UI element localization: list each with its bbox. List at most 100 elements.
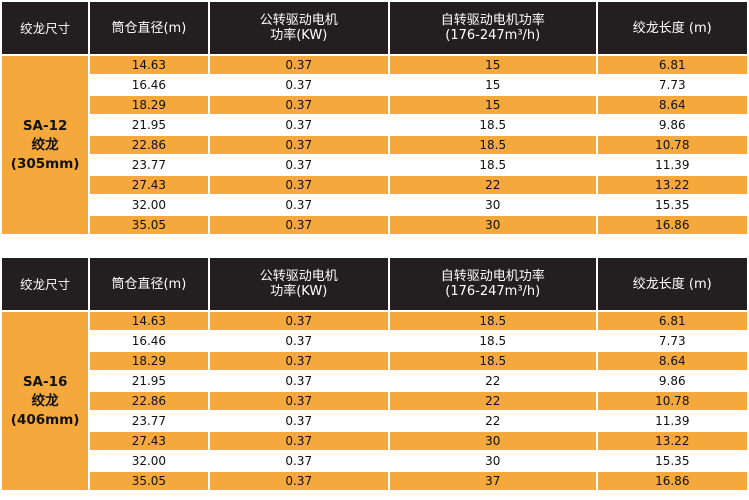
cell-diameter: 27.43 xyxy=(90,432,208,450)
table-row: 16.46 0.37 18.5 7.73 xyxy=(2,332,747,350)
cell-rev-power: 0.37 xyxy=(209,472,388,490)
cell-rot-power: 18.5 xyxy=(390,116,596,134)
cell-diameter: 35.05 xyxy=(90,216,208,234)
cell-length: 16.86 xyxy=(597,472,747,490)
table-header-row: 绞龙尺寸 筒仓直径(m) 公转驱动电机 功率(KW) 自转驱动电机功率 (176-2… xyxy=(2,2,747,54)
header-size: 绞龙尺寸 xyxy=(2,258,89,310)
cell-length: 9.86 xyxy=(597,372,747,390)
model-cell: SA-12 绞龙 (305mm) xyxy=(2,56,89,234)
header-rot-motor: 自转驱动电机功率 (176-247m³/h) xyxy=(390,2,596,54)
cell-rev-power: 0.37 xyxy=(209,452,388,470)
cell-diameter: 22.86 xyxy=(90,392,208,410)
header-rot-motor: 自转驱动电机功率 (176-247m³/h) xyxy=(390,258,596,310)
cell-rot-power: 15 xyxy=(390,76,596,94)
cell-diameter: 35.05 xyxy=(90,472,208,490)
table-row: 27.43 0.37 22 13.22 xyxy=(2,176,747,194)
table-row: 16.46 0.37 15 7.73 xyxy=(2,76,747,94)
cell-diameter: 14.63 xyxy=(90,312,208,330)
cell-rev-power: 0.37 xyxy=(209,392,388,410)
cell-length: 11.39 xyxy=(597,156,747,174)
cell-rot-power: 30 xyxy=(390,452,596,470)
table-row: 18.29 0.37 18.5 8.64 xyxy=(2,352,747,370)
table-row: 21.95 0.37 22 9.86 xyxy=(2,372,747,390)
cell-rot-power: 18.5 xyxy=(390,352,596,370)
spec-table: 绞龙尺寸 筒仓直径(m) 公转驱动电机 功率(KW) 自转驱动电机功率 (176-2… xyxy=(0,256,749,492)
cell-length: 15.35 xyxy=(597,196,747,214)
cell-length: 6.81 xyxy=(597,56,747,74)
cell-rev-power: 0.37 xyxy=(209,312,388,330)
cell-length: 13.22 xyxy=(597,176,747,194)
cell-diameter: 18.29 xyxy=(90,352,208,370)
cell-rev-power: 0.37 xyxy=(209,332,388,350)
cell-length: 10.78 xyxy=(597,392,747,410)
table-row: 22.86 0.37 22 10.78 xyxy=(2,392,747,410)
cell-rot-power: 18.5 xyxy=(390,136,596,154)
header-rev-motor-line1: 公转驱动电机 xyxy=(259,269,338,284)
cell-length: 7.73 xyxy=(597,76,747,94)
table-row: 18.29 0.37 15 8.64 xyxy=(2,96,747,114)
cell-diameter: 23.77 xyxy=(90,156,208,174)
cell-rot-power: 30 xyxy=(390,216,596,234)
cell-rev-power: 0.37 xyxy=(209,76,388,94)
cell-diameter: 23.77 xyxy=(90,412,208,430)
cell-rot-power: 15 xyxy=(390,96,596,114)
model-size: (305mm) xyxy=(10,155,80,172)
cell-rev-power: 0.37 xyxy=(209,56,388,74)
table-row: SA-12 绞龙 (305mm) 14.63 0.37 15 6.81 xyxy=(2,56,747,234)
table-row: SA-16 绞龙 (406mm) 14.63 0.37 18.5 6.81 xyxy=(2,312,747,490)
cell-length: 8.64 xyxy=(597,96,747,114)
cell-length: 15.35 xyxy=(597,452,747,470)
cell-rev-power: 0.37 xyxy=(209,372,388,390)
header-rev-motor-line1: 公转驱动电机 xyxy=(259,13,338,28)
model-size: (406mm) xyxy=(10,411,80,428)
cell-rot-power: 18.5 xyxy=(390,156,596,174)
cell-rot-power: 18.5 xyxy=(390,332,596,350)
cell-length: 16.86 xyxy=(597,216,747,234)
cell-diameter: 32.00 xyxy=(90,452,208,470)
cell-rev-power: 0.37 xyxy=(209,196,388,214)
cell-diameter: 14.63 xyxy=(90,56,208,74)
cell-diameter: 22.86 xyxy=(90,136,208,154)
cell-rev-power: 0.37 xyxy=(209,412,388,430)
cell-rev-power: 0.37 xyxy=(209,96,388,114)
spec-table: 绞龙尺寸 筒仓直径(m) 公转驱动电机 功率(KW) 自转驱动电机功率 (176-2… xyxy=(0,0,749,236)
model-type: 绞龙 xyxy=(31,392,59,409)
header-rot-motor-line1: 自转驱动电机功率 xyxy=(440,13,545,28)
cell-diameter: 32.00 xyxy=(90,196,208,214)
cell-rot-power: 37 xyxy=(390,472,596,490)
cell-length: 9.86 xyxy=(597,116,747,134)
table-row: 23.77 0.37 18.5 11.39 xyxy=(2,156,747,174)
cell-rot-power: 22 xyxy=(390,392,596,410)
cell-rot-power: 30 xyxy=(390,432,596,450)
table-row: 22.86 0.37 18.5 10.78 xyxy=(2,136,747,154)
cell-diameter: 21.95 xyxy=(90,372,208,390)
table-header-row: 绞龙尺寸 筒仓直径(m) 公转驱动电机 功率(KW) 自转驱动电机功率 (176-2… xyxy=(2,258,747,310)
cell-rev-power: 0.37 xyxy=(209,116,388,134)
cell-diameter: 16.46 xyxy=(90,332,208,350)
cell-diameter: 16.46 xyxy=(90,76,208,94)
header-size: 绞龙尺寸 xyxy=(2,2,89,54)
cell-rot-power: 22 xyxy=(390,176,596,194)
cell-diameter: 21.95 xyxy=(90,116,208,134)
header-diameter: 筒仓直径(m) xyxy=(90,258,208,310)
header-auger-length: 绞龙长度 (m) xyxy=(597,2,747,54)
table-row: 35.05 0.37 30 16.86 xyxy=(2,216,747,234)
table-row: 32.00 0.37 30 15.35 xyxy=(2,452,747,470)
cell-rot-power: 22 xyxy=(390,412,596,430)
header-rev-motor-line2: 功率(KW) xyxy=(270,28,328,43)
table-row: 21.95 0.37 18.5 9.86 xyxy=(2,116,747,134)
model-name: SA-16 xyxy=(22,373,68,390)
cell-length: 11.39 xyxy=(597,412,747,430)
table-row: 35.05 0.37 37 16.86 xyxy=(2,472,747,490)
cell-length: 6.81 xyxy=(597,312,747,330)
cell-length: 7.73 xyxy=(597,332,747,350)
spec-table-sa12: 绞龙尺寸 筒仓直径(m) 公转驱动电机 功率(KW) 自转驱动电机功率 (176-2… xyxy=(0,0,749,236)
header-rev-motor: 公转驱动电机 功率(KW) xyxy=(209,2,388,54)
model-name: SA-12 xyxy=(22,117,68,134)
table-row: 23.77 0.37 22 11.39 xyxy=(2,412,747,430)
table-row: 27.43 0.37 30 13.22 xyxy=(2,432,747,450)
header-rev-motor-line2: 功率(KW) xyxy=(270,284,328,299)
table-row: 32.00 0.37 30 15.35 xyxy=(2,196,747,214)
cell-rev-power: 0.37 xyxy=(209,136,388,154)
header-rot-motor-line1: 自转驱动电机功率 xyxy=(440,269,545,284)
